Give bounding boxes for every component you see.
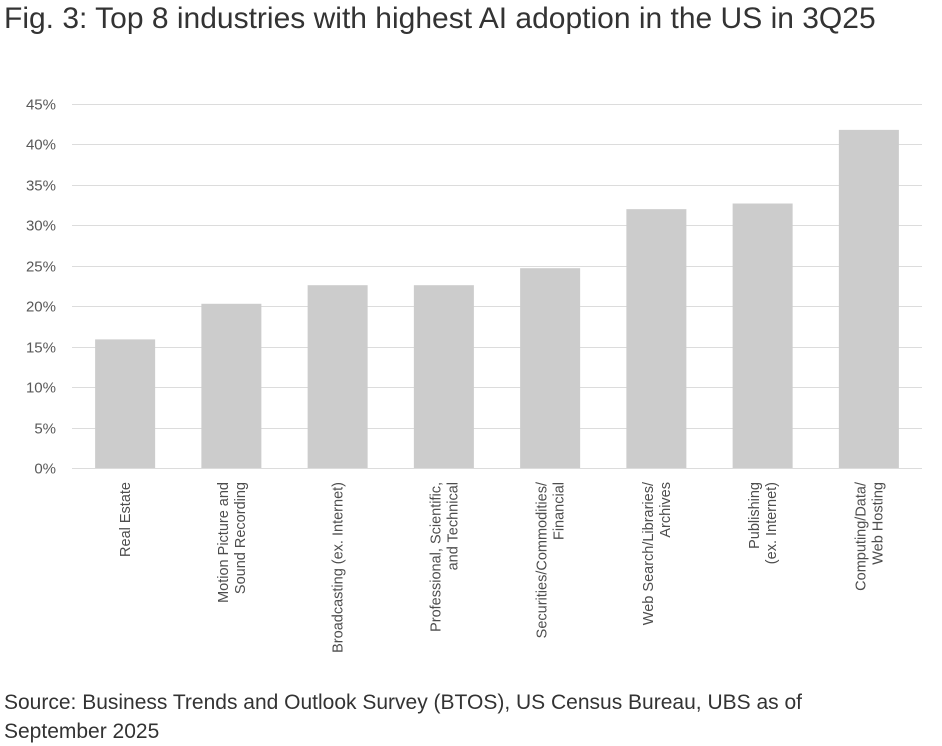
x-tick-label-line: Sound Recording bbox=[233, 482, 249, 594]
x-tick-label: Securities/Commodities/Financial bbox=[535, 481, 568, 638]
y-tick-label: 30% bbox=[26, 218, 56, 235]
bar bbox=[838, 129, 899, 468]
x-tick-label: Motion Picture and Sound Recording bbox=[216, 482, 249, 603]
y-tick-label: 40% bbox=[26, 137, 56, 154]
x-tick-label-line: Publishing bbox=[747, 482, 763, 549]
bar bbox=[201, 303, 262, 468]
x-tick-label: Computing/Data/Web Hosting bbox=[853, 481, 886, 591]
x-tick-label-line: Web Search/Libraries/ bbox=[641, 481, 657, 625]
x-tick-label: Publishing (ex. Internet) bbox=[747, 482, 780, 564]
x-tick-label: Broadcasting (ex. Internet) bbox=[331, 482, 347, 653]
bar bbox=[732, 203, 793, 468]
y-tick-label: 5% bbox=[34, 421, 56, 438]
x-tick-label: Real Estate bbox=[118, 482, 134, 557]
x-tick-label-line: Motion Picture and bbox=[216, 482, 232, 603]
bar bbox=[413, 285, 474, 468]
bar bbox=[520, 268, 581, 468]
x-tick-label: Professional, Scientific, and Technical bbox=[428, 482, 461, 632]
chart-title: Fig. 3: Top 8 industries with highest AI… bbox=[4, 2, 876, 35]
x-tick-label: Web Search/Libraries/Archives bbox=[641, 481, 674, 625]
x-tick-label-line: Archives bbox=[658, 482, 674, 538]
y-tick-label: 15% bbox=[26, 340, 56, 357]
x-tick-label-line: Computing/Data/ bbox=[853, 481, 869, 591]
bar bbox=[95, 339, 156, 468]
y-tick-label: 35% bbox=[26, 178, 56, 195]
bar bbox=[307, 285, 368, 468]
x-tick-label-line: and Technical bbox=[445, 482, 461, 570]
y-tick-label: 0% bbox=[34, 461, 56, 478]
y-tick-label: 45% bbox=[26, 97, 56, 114]
bar-chart: 0% 5% 10% 15% 20% 25% 30% 35% 40% 45% Real Estate M… bbox=[26, 97, 922, 653]
y-tick-label: 10% bbox=[26, 380, 56, 397]
x-tick-label-line: Securities/Commodities/ bbox=[535, 481, 551, 638]
x-tick-label-line: Real Estate bbox=[118, 482, 134, 557]
x-tick-label-line: Financial bbox=[552, 482, 568, 540]
y-tick-label: 20% bbox=[26, 299, 56, 316]
x-tick-label-line: (ex. Internet) bbox=[764, 482, 780, 564]
x-tick-label-line: Professional, Scientific, bbox=[428, 482, 444, 632]
y-tick-label: 25% bbox=[26, 259, 56, 276]
bar bbox=[626, 209, 687, 468]
x-tick-label-line: Web Hosting bbox=[870, 482, 886, 565]
x-tick-label-line: Broadcasting (ex. Internet) bbox=[331, 482, 347, 653]
source-note: Source: Business Trends and Outlook Surv… bbox=[4, 691, 802, 743]
